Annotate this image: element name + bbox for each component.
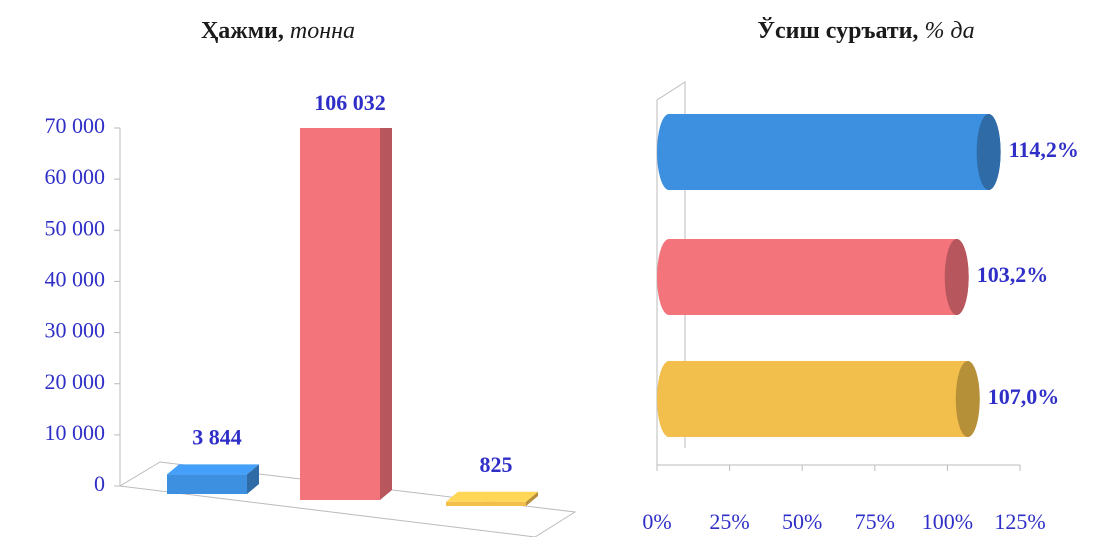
title: Ҳажми, (201, 18, 284, 44)
x-tick-label: 0% (642, 509, 671, 534)
chart-title: Ўсиш суръати, % да (757, 18, 974, 44)
bar-side (526, 491, 538, 506)
bar-side (380, 128, 392, 500)
data-label: 825 (480, 452, 513, 477)
x-tick-label: 50% (782, 509, 822, 534)
floor (118, 461, 577, 537)
x-tick-label: 125% (994, 509, 1045, 534)
data-label: 107,0% (988, 384, 1060, 409)
bar-end (976, 114, 1001, 190)
y-tick-label: 60 000 (45, 164, 106, 189)
bar-top (446, 491, 538, 502)
bar-top (167, 464, 259, 475)
data-label: 3 844 (192, 424, 242, 449)
y-tick-label: 50 000 (45, 215, 106, 240)
title: Ўсиш суръати, (757, 18, 918, 44)
bar (167, 474, 247, 494)
bar (657, 239, 969, 315)
x-tick-label: 25% (709, 509, 749, 534)
data-label: 106 032 (314, 90, 386, 115)
y-tick-label: 30 000 (45, 318, 106, 343)
y-tick-label: 10 000 (45, 420, 106, 445)
y-tick-label: 40 000 (45, 266, 106, 291)
bar (657, 114, 1001, 190)
y-tick-label: 20 000 (45, 369, 106, 394)
data-label: 114,2% (1009, 137, 1079, 162)
bar-side (247, 464, 259, 494)
x-tick-label: 75% (855, 509, 895, 534)
bar-end (955, 361, 980, 437)
chart-title: Ҳажми, тонна (201, 18, 355, 44)
data-label: 103,2% (977, 262, 1049, 287)
y-tick-label: 70 000 (45, 113, 106, 138)
bar (446, 501, 526, 506)
bars (167, 128, 538, 506)
bar (300, 128, 380, 501)
bar (657, 361, 980, 437)
title-unit: % да (924, 18, 974, 44)
x-tick-label: 100% (922, 509, 973, 534)
title-unit: тонна (290, 18, 355, 44)
bar-end (944, 239, 969, 315)
y-tick-label: 0 (94, 471, 105, 496)
